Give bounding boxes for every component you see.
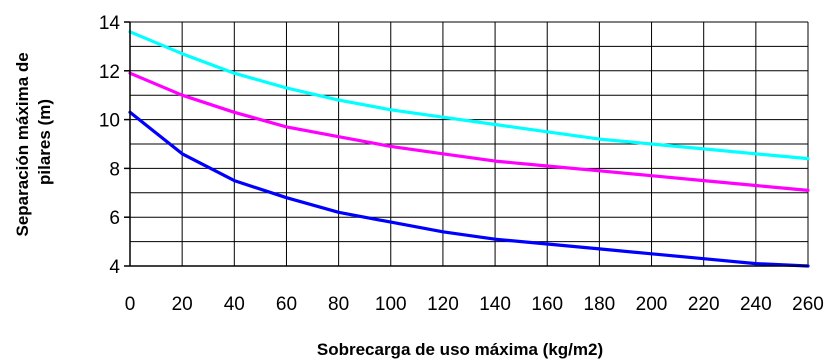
y-tick-label: 10 [99, 111, 120, 132]
y-axis-title-line-1: Separación máxima de [13, 52, 32, 236]
y-tick-label: 6 [109, 208, 120, 229]
series-line-2 [128, 71, 810, 192]
y-axis-title-line-2: pilares (m) [35, 99, 54, 185]
x-axis-title: Sobrecarga de uso máxima (kg/m2) [317, 340, 603, 359]
x-tick-label: 0 [125, 294, 136, 315]
y-tick-label: 4 [109, 257, 120, 278]
series-line-1 [128, 30, 810, 161]
x-tick-label: 180 [584, 294, 616, 315]
x-tick-label: 140 [479, 294, 511, 315]
y-tick-label: 12 [99, 62, 120, 83]
x-tick-label: 80 [328, 294, 349, 315]
x-tick-label: 120 [427, 294, 459, 315]
x-tick-label: 200 [636, 294, 668, 315]
series-lines [128, 30, 810, 268]
x-tick-label: 220 [688, 294, 720, 315]
x-tick-label: 20 [172, 294, 193, 315]
x-tick-label: 100 [375, 294, 407, 315]
x-tick-label: 240 [740, 294, 772, 315]
x-tick-label: 260 [792, 294, 824, 315]
x-tick-label: 160 [531, 294, 563, 315]
y-tick-label: 14 [99, 13, 121, 34]
y-axis-title: Separación máxima de pilares (m) [13, 48, 54, 237]
x-tick-label: 40 [224, 294, 245, 315]
axes [124, 21, 808, 267]
x-tick-label: 60 [276, 294, 297, 315]
y-tick-label: 8 [109, 159, 120, 180]
grid [129, 21, 809, 267]
series-line-3 [128, 110, 810, 268]
